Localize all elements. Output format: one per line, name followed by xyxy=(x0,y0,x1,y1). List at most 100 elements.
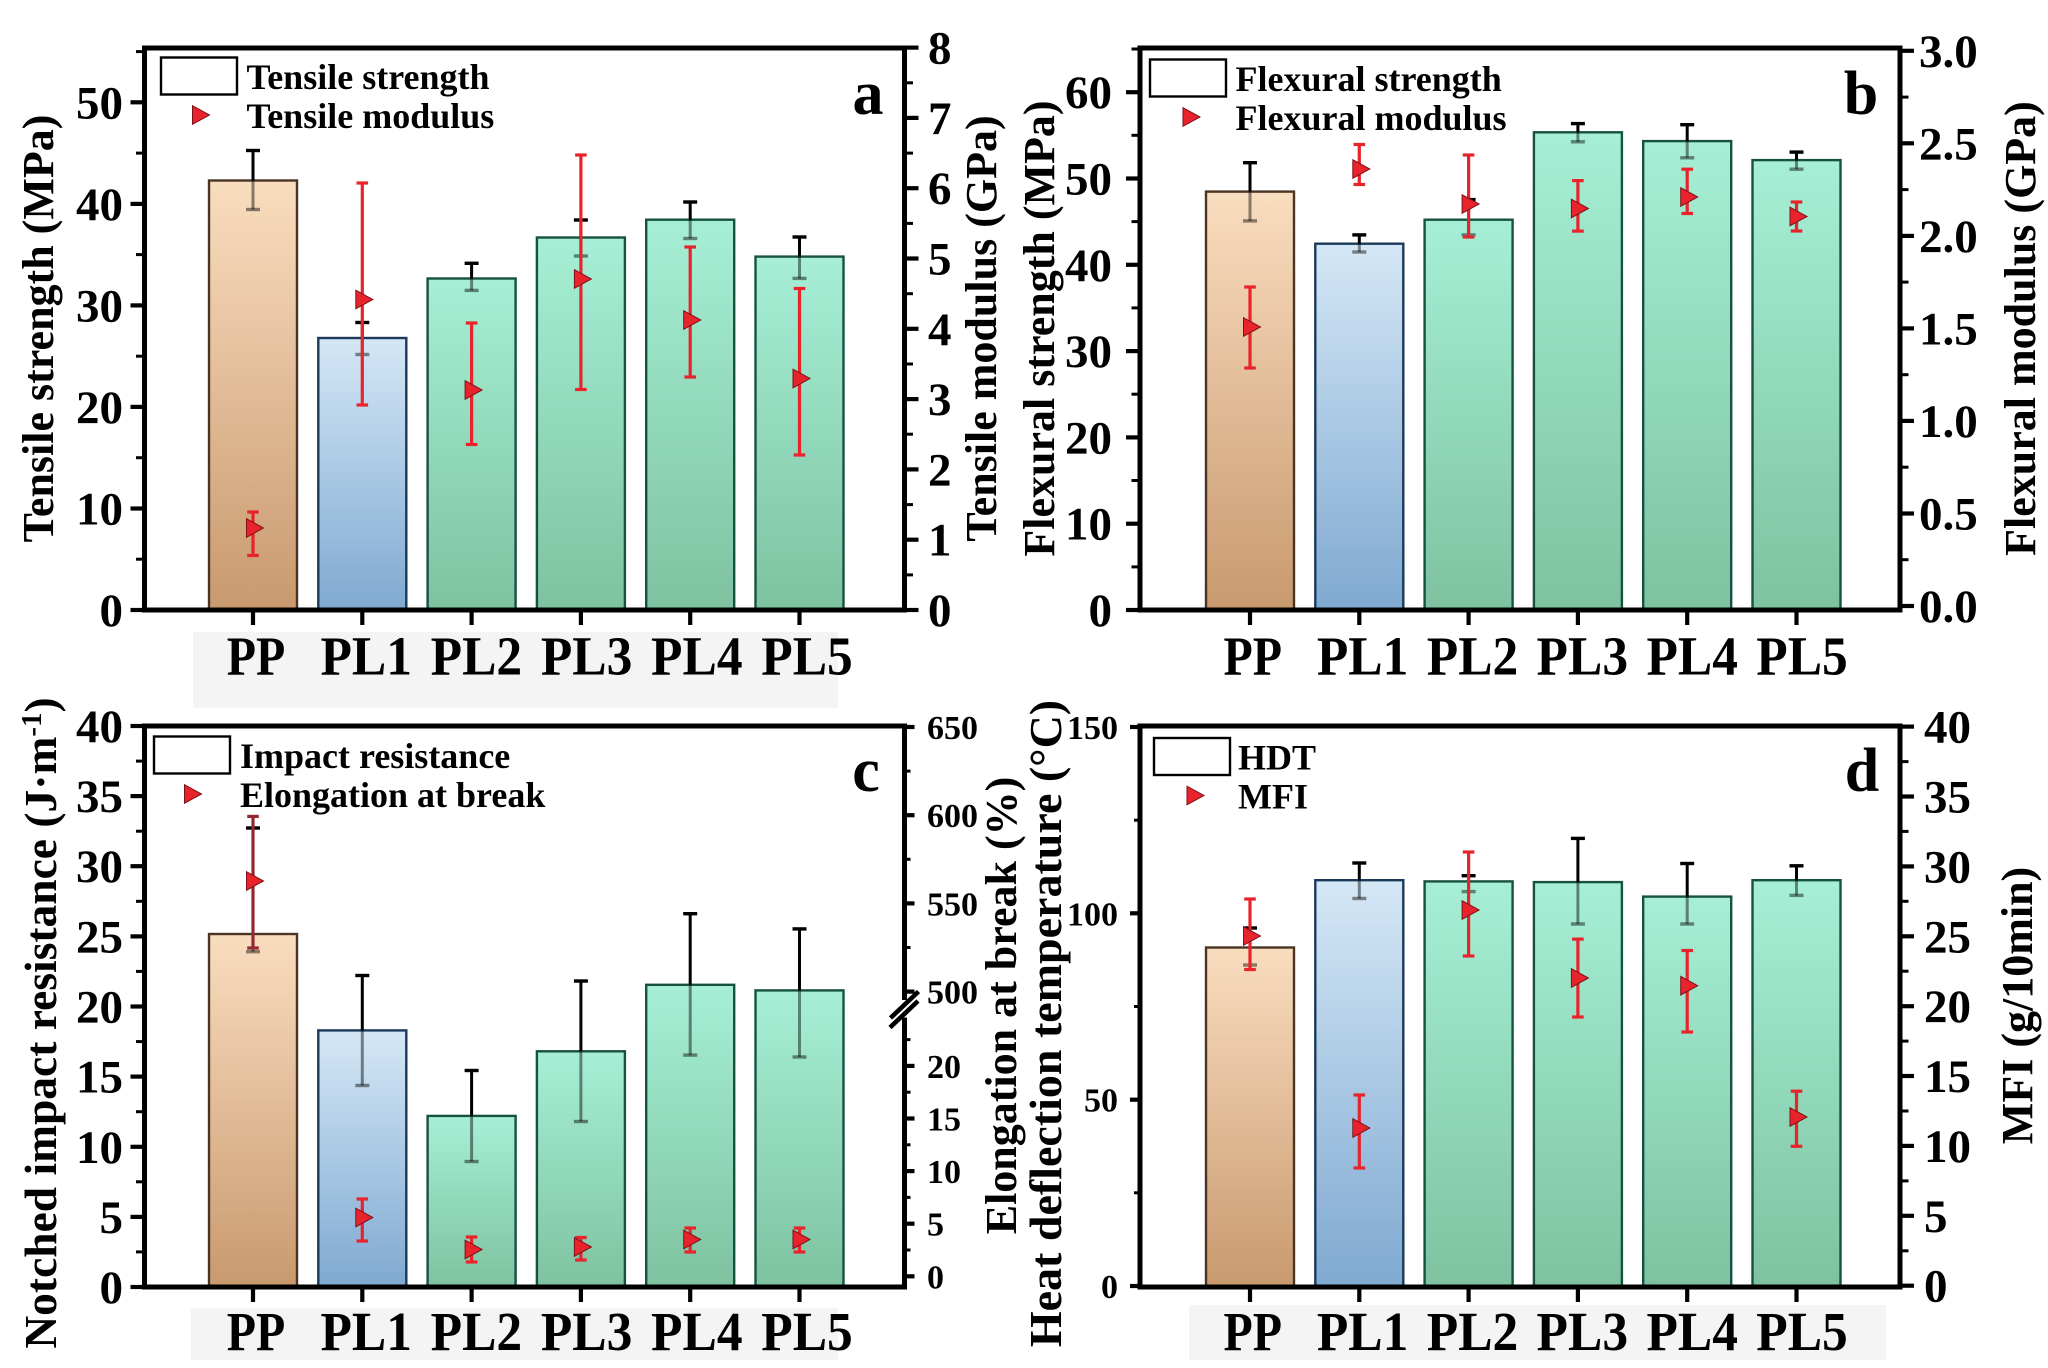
svg-text:50: 50 xyxy=(1084,1083,1118,1120)
svg-text:Flexural modulus: Flexural modulus xyxy=(1236,98,1507,138)
svg-text:15: 15 xyxy=(927,1102,961,1139)
svg-text:25: 25 xyxy=(76,911,123,963)
svg-text:MFI (g/10min): MFI (g/10min) xyxy=(1993,867,2042,1144)
svg-text:100: 100 xyxy=(1067,896,1118,933)
svg-text:20: 20 xyxy=(76,982,123,1034)
svg-text:PP: PP xyxy=(227,626,286,687)
svg-text:0: 0 xyxy=(100,585,124,637)
svg-text:Flexural modulus (GPa): Flexural modulus (GPa) xyxy=(1996,101,2045,556)
svg-text:25: 25 xyxy=(1924,911,1971,963)
svg-text:20: 20 xyxy=(1924,981,1971,1033)
svg-text:2: 2 xyxy=(928,444,952,496)
svg-text:PP: PP xyxy=(1224,626,1283,687)
svg-text:PL5: PL5 xyxy=(1756,626,1848,687)
svg-text:3.0: 3.0 xyxy=(1919,26,1978,78)
svg-text:MFI: MFI xyxy=(1238,776,1308,816)
svg-text:PL4: PL4 xyxy=(651,1301,743,1362)
svg-text:Flexural strength: Flexural strength xyxy=(1236,59,1502,99)
svg-text:PL2: PL2 xyxy=(1427,1301,1519,1362)
svg-text:0: 0 xyxy=(928,585,952,637)
svg-text:60: 60 xyxy=(1065,67,1112,119)
svg-text:HDT: HDT xyxy=(1238,737,1316,777)
svg-text:2.5: 2.5 xyxy=(1919,118,1978,170)
svg-text:2.0: 2.0 xyxy=(1919,211,1978,263)
svg-text:5: 5 xyxy=(927,1207,944,1244)
svg-text:Tensile strength: Tensile strength xyxy=(247,57,490,97)
svg-text:7: 7 xyxy=(928,93,952,145)
svg-text:0: 0 xyxy=(927,1259,944,1296)
svg-text:35: 35 xyxy=(1924,772,1971,824)
svg-text:15: 15 xyxy=(1924,1051,1971,1103)
svg-text:8: 8 xyxy=(928,23,952,75)
svg-text:PL1: PL1 xyxy=(320,626,412,687)
svg-text:30: 30 xyxy=(76,841,123,893)
svg-text:1.5: 1.5 xyxy=(1919,303,1978,355)
svg-text:PL1: PL1 xyxy=(320,1301,412,1362)
svg-text:10: 10 xyxy=(1924,1121,1971,1173)
svg-text:150: 150 xyxy=(1067,710,1118,747)
svg-text:35: 35 xyxy=(76,771,123,823)
svg-text:PL2: PL2 xyxy=(431,626,523,687)
svg-text:PP: PP xyxy=(227,1301,286,1362)
svg-text:650: 650 xyxy=(927,710,978,747)
svg-text:PL3: PL3 xyxy=(1537,1301,1629,1362)
svg-text:Heat deflection temperature (°: Heat deflection temperature (°C) xyxy=(1020,700,1071,1347)
svg-text:PP: PP xyxy=(1224,1301,1283,1362)
svg-text:PL5: PL5 xyxy=(1756,1301,1848,1362)
svg-text:PL2: PL2 xyxy=(1427,626,1519,687)
svg-text:20: 20 xyxy=(76,382,123,434)
svg-text:20: 20 xyxy=(1065,412,1112,464)
svg-text:Impact resistance: Impact resistance xyxy=(240,736,510,776)
svg-text:0: 0 xyxy=(1101,1269,1118,1306)
svg-text:10: 10 xyxy=(76,1122,123,1174)
svg-text:5: 5 xyxy=(1924,1191,1948,1243)
svg-text:PL3: PL3 xyxy=(1537,626,1629,687)
svg-text:0: 0 xyxy=(1924,1261,1948,1313)
svg-text:30: 30 xyxy=(1065,326,1112,378)
svg-text:d: d xyxy=(1845,737,1879,805)
svg-text:6: 6 xyxy=(928,163,952,215)
svg-text:4: 4 xyxy=(928,304,952,356)
svg-text:0.5: 0.5 xyxy=(1919,489,1978,541)
svg-text:a: a xyxy=(853,60,884,128)
svg-text:PL2: PL2 xyxy=(431,1301,523,1362)
svg-text:Flexural strength (MPa): Flexural strength (MPa) xyxy=(1015,100,1064,556)
svg-text:c: c xyxy=(852,737,880,805)
svg-text:40: 40 xyxy=(76,179,123,231)
svg-text:30: 30 xyxy=(76,280,123,332)
svg-text:0.0: 0.0 xyxy=(1919,581,1978,633)
svg-text:10: 10 xyxy=(76,484,123,536)
svg-text:550: 550 xyxy=(927,886,978,923)
svg-text:Notched impact resistance (J·m: Notched impact resistance (J·m-1) xyxy=(15,697,66,1348)
svg-text:PL5: PL5 xyxy=(761,1301,853,1362)
svg-text:20: 20 xyxy=(927,1049,961,1086)
svg-text:40: 40 xyxy=(1924,702,1971,754)
svg-text:PL3: PL3 xyxy=(541,1301,633,1362)
svg-text:3: 3 xyxy=(928,374,952,426)
svg-text:PL4: PL4 xyxy=(1646,1301,1738,1362)
svg-text:50: 50 xyxy=(1065,154,1112,206)
svg-text:5: 5 xyxy=(928,234,952,286)
svg-text:5: 5 xyxy=(100,1192,124,1244)
svg-text:PL4: PL4 xyxy=(651,626,743,687)
svg-text:b: b xyxy=(1844,60,1878,128)
svg-text:50: 50 xyxy=(76,77,123,129)
svg-text:0: 0 xyxy=(1089,585,1113,637)
svg-text:40: 40 xyxy=(76,701,123,753)
svg-text:10: 10 xyxy=(927,1154,961,1191)
svg-text:PL1: PL1 xyxy=(1317,626,1409,687)
svg-text:0: 0 xyxy=(100,1262,124,1314)
svg-text:Elongation at break: Elongation at break xyxy=(240,775,545,815)
svg-text:15: 15 xyxy=(76,1052,123,1104)
svg-text:1.0: 1.0 xyxy=(1919,396,1978,448)
svg-text:PL1: PL1 xyxy=(1317,1301,1409,1362)
svg-text:10: 10 xyxy=(1065,499,1112,551)
svg-text:Tensile modulus (GPa): Tensile modulus (GPa) xyxy=(957,115,1006,541)
svg-text:Tensile strength (MPa): Tensile strength (MPa) xyxy=(14,115,63,543)
svg-text:600: 600 xyxy=(927,798,978,835)
svg-text:PL4: PL4 xyxy=(1646,626,1738,687)
svg-text:Tensile modulus: Tensile modulus xyxy=(247,96,495,136)
svg-text:PL5: PL5 xyxy=(761,626,853,687)
svg-text:PL3: PL3 xyxy=(541,626,633,687)
svg-text:Elongation at break (%): Elongation at break (%) xyxy=(977,777,1026,1235)
